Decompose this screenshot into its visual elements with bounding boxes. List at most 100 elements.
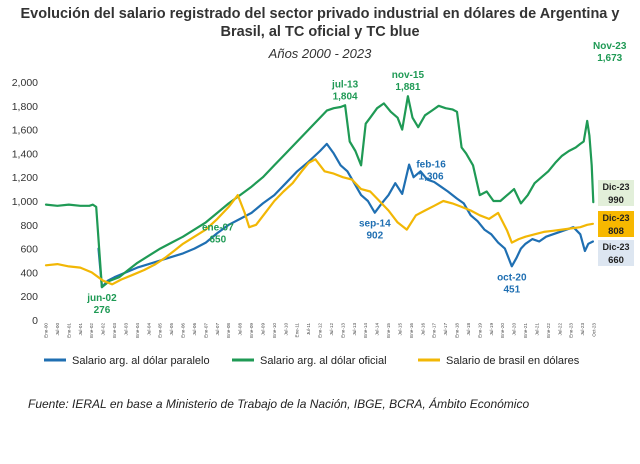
end-label-box bbox=[598, 253, 634, 266]
x-tick-label: Jul-21 bbox=[534, 323, 539, 336]
x-tick-label: Ene-04 bbox=[135, 323, 140, 338]
x-tick-label: Jul-07 bbox=[215, 323, 220, 336]
annotation-date-label: jul-13 bbox=[331, 79, 359, 90]
x-tick-label: Ene-11 bbox=[295, 323, 300, 338]
annotation-date-label: ene-07 bbox=[202, 223, 234, 234]
x-tick-label: Ene-20 bbox=[500, 323, 505, 338]
y-tick-label: 2,000 bbox=[12, 77, 38, 89]
x-tick-label: Jul-16 bbox=[420, 323, 425, 336]
annotation-value-label: 1,306 bbox=[419, 172, 444, 183]
end-label-date: Dic-23 bbox=[602, 182, 629, 192]
end-label-date: Dic-23 bbox=[602, 213, 629, 223]
x-tick-label: Ene-16 bbox=[409, 323, 414, 338]
chart-subtitle: Años 2000 - 2023 bbox=[268, 46, 372, 61]
annotation-value-label: 451 bbox=[503, 284, 520, 295]
y-tick-label: 0 bbox=[32, 315, 38, 327]
x-tick-label: Ene-03 bbox=[112, 323, 117, 338]
end-label-value: 660 bbox=[608, 255, 624, 266]
x-tick-label: Ene-15 bbox=[386, 323, 391, 338]
x-tick-label: Ene-02 bbox=[89, 323, 94, 338]
x-tick-label: Ene-08 bbox=[226, 323, 231, 338]
x-tick-label: Ene-21 bbox=[523, 323, 528, 338]
x-tick-label: Ene-22 bbox=[546, 323, 551, 338]
y-tick-label: 1,800 bbox=[12, 101, 38, 113]
x-tick-label: Jul-22 bbox=[557, 323, 562, 336]
x-tick-label: Ene-19 bbox=[477, 323, 482, 338]
x-tick-label: Ene-23 bbox=[569, 323, 574, 338]
y-tick-label: 200 bbox=[20, 291, 38, 303]
end-label-box bbox=[598, 211, 634, 224]
legend-label: Salario arg. al dólar oficial bbox=[260, 355, 387, 367]
end-label-value: 808 bbox=[608, 226, 624, 237]
annotation-value-label: 650 bbox=[209, 235, 226, 246]
end-label-date: Dic-23 bbox=[602, 242, 629, 252]
x-tick-label: Jul-20 bbox=[512, 323, 517, 336]
x-tick-label: Ene-01 bbox=[66, 323, 71, 338]
x-tick-label: Jul-17 bbox=[443, 323, 448, 336]
x-tick-label: Jul-12 bbox=[329, 323, 334, 336]
x-tick-label: Ene-05 bbox=[158, 323, 163, 338]
x-tick-label: Jul-14 bbox=[375, 323, 380, 336]
x-tick-label: Jul-04 bbox=[146, 323, 151, 336]
x-tick-label: Jul-15 bbox=[397, 323, 402, 336]
x-tick-label: Ene-17 bbox=[432, 323, 437, 338]
annotation-value-label: 902 bbox=[366, 231, 383, 242]
x-tick-label: Jul-01 bbox=[78, 323, 83, 336]
x-tick-label: Jul-09 bbox=[260, 323, 265, 336]
y-tick-label: 1,400 bbox=[12, 148, 38, 160]
x-tick-label: Jul-08 bbox=[238, 323, 243, 336]
x-tick-label: Jul-10 bbox=[283, 323, 288, 336]
chart-title-line-1: Evolución del salario registrado del sec… bbox=[20, 6, 620, 22]
x-tick-label: Jul-11 bbox=[306, 323, 311, 336]
annotation-value-label: 276 bbox=[94, 305, 111, 316]
x-tick-label: Oct-23 bbox=[592, 323, 597, 337]
x-tick-label: Ene-06 bbox=[181, 323, 186, 338]
annotation-date-label: nov-15 bbox=[392, 70, 425, 81]
end-label-box bbox=[598, 240, 634, 253]
x-tick-label: Jul-19 bbox=[489, 323, 494, 336]
x-tick-label: Jul-23 bbox=[580, 323, 585, 336]
x-tick-label: Jul-05 bbox=[169, 323, 174, 336]
end-label-box bbox=[598, 180, 634, 193]
y-tick-label: 800 bbox=[20, 220, 38, 232]
end-label-value: 990 bbox=[608, 195, 624, 206]
x-tick-label: Jul-18 bbox=[466, 323, 471, 336]
y-tick-label: 1,000 bbox=[12, 196, 38, 208]
x-tick-label: Ene-09 bbox=[249, 323, 254, 338]
end-label-box bbox=[598, 224, 634, 237]
x-tick-label: Ene-13 bbox=[340, 323, 345, 338]
annotation-value-label: 1,673 bbox=[597, 53, 622, 64]
series-line-brasil bbox=[44, 158, 595, 286]
y-tick-label: 400 bbox=[20, 267, 38, 279]
x-tick-label: Ene-12 bbox=[318, 323, 323, 338]
y-tick-label: 600 bbox=[20, 244, 38, 256]
annotation-value-label: 1,881 bbox=[395, 82, 420, 93]
annotation-date-label: oct-20 bbox=[497, 272, 527, 283]
x-tick-label: Jul-13 bbox=[352, 323, 357, 336]
x-tick-label: Ene-10 bbox=[272, 323, 277, 338]
y-tick-label: 1,600 bbox=[12, 125, 38, 137]
x-tick-label: Ene-07 bbox=[203, 323, 208, 338]
x-tick-label: Jul-06 bbox=[192, 323, 197, 336]
series-line-dolar-oficial bbox=[44, 95, 595, 289]
annotation-date-label: sep-14 bbox=[359, 219, 391, 230]
annotation-date-label: jun-02 bbox=[86, 293, 117, 304]
legend-label: Salario de brasil en dólares bbox=[446, 355, 580, 367]
x-tick-label: Jul-03 bbox=[123, 323, 128, 336]
y-tick-label: 1,200 bbox=[12, 172, 38, 184]
chart-title-line-2: Brasil, al TC oficial y TC blue bbox=[220, 24, 420, 40]
x-tick-label: Jul-02 bbox=[101, 323, 106, 336]
x-tick-label: Jul-00 bbox=[55, 323, 60, 336]
annotation-value-label: 1,804 bbox=[333, 91, 358, 102]
x-tick-label: Ene-14 bbox=[363, 323, 368, 338]
x-tick-label: Ene-00 bbox=[44, 323, 49, 338]
annotation-date-label: Nov-23 bbox=[593, 41, 627, 52]
annotation-date-label: feb-16 bbox=[416, 160, 446, 171]
series-line-dolar-paralelo bbox=[97, 142, 595, 289]
chart-source-note: Fuente: IERAL en base a Ministerio de Tr… bbox=[28, 397, 530, 411]
end-label-box bbox=[598, 193, 634, 206]
legend-label: Salario arg. al dólar paralelo bbox=[72, 355, 210, 367]
x-tick-label: Ene-18 bbox=[455, 323, 460, 338]
